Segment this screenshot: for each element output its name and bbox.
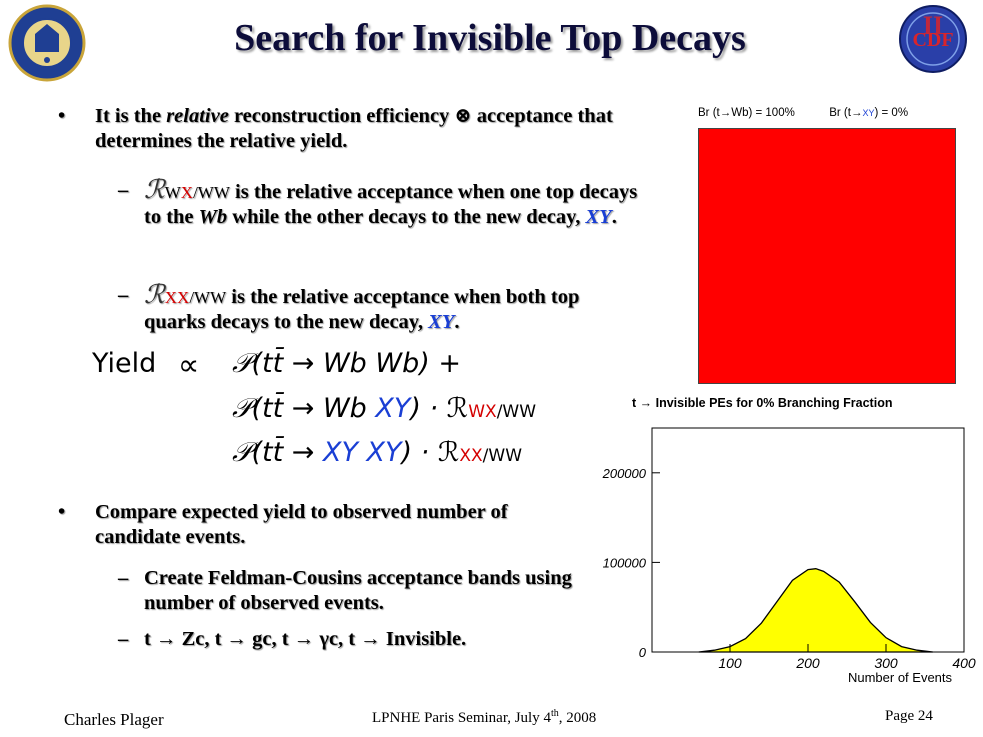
svg-text:CDF: CDF: [912, 29, 953, 51]
equation-line-3-xy: XY XY: [322, 437, 402, 468]
subscript-w: W: [164, 183, 181, 202]
equation-line-2-sub-red: WX: [468, 402, 497, 422]
subscript-x: X: [180, 183, 194, 202]
sub-text: t → Zc, t → gc, t → γc, t → Invisible.: [144, 628, 467, 650]
prob-symbol: 𝒫: [232, 393, 252, 424]
x-tick-label: 200: [795, 655, 820, 671]
bullet-text: It is the relative reconstruction effici…: [95, 104, 625, 154]
equation-line-2-a: (tt̄ → Wb: [251, 393, 376, 424]
sub-dash: –: [118, 284, 129, 306]
footer-seminar-sup: th: [550, 708, 559, 719]
footer-seminar: LPNHE Paris Seminar, July 4th, 2008: [372, 708, 596, 727]
x-ticks: 100 200 300 400: [718, 644, 976, 671]
equation-line-2-c: ) · ℛ: [410, 393, 469, 424]
sub-dash: –: [118, 179, 129, 201]
equation-line-2-xy: XY: [375, 393, 411, 424]
acceptance-plot: [698, 128, 956, 384]
y-tick-label: 200000: [602, 466, 647, 481]
br-wb-label: Br (t→Wb) = 100%: [698, 107, 795, 119]
subscript-ww: /WW: [189, 288, 227, 307]
page-title: Search for Invisible Top Decays: [234, 17, 746, 59]
sub-text-1: is the relative acceptance when both top…: [144, 286, 580, 333]
y-tick-label: 100000: [603, 555, 647, 570]
script-r-symbol: ℛ: [144, 280, 165, 310]
equation-line-3-a: (tt̄ →: [251, 437, 323, 468]
x-tick-label: 400: [952, 655, 976, 671]
proportional-symbol: ∝: [178, 348, 200, 383]
br-xy-label-a: Br (t→: [829, 107, 863, 119]
prob-symbol: 𝒫: [232, 348, 252, 379]
equation-line-3-c: ) · ℛ: [401, 437, 460, 468]
x-axis-label: Number of Events: [848, 670, 953, 685]
footer-seminar-a: LPNHE Paris Seminar, July 4: [372, 710, 551, 726]
y-tick-label: 0: [639, 645, 647, 660]
distribution-area: [698, 568, 933, 653]
pe-histogram: 100 200 300 400 0 100000 200000 Number of Eve…: [602, 427, 976, 685]
x-tick-label: 100: [718, 655, 742, 671]
y-ticks: 0 100000 200000: [602, 466, 660, 660]
sub-text: ℛXX/WW is the relative acceptance when b…: [144, 280, 644, 335]
x-tick-label: 300: [874, 655, 898, 671]
svg-text:II: II: [923, 11, 943, 40]
equation-line-1: 𝒫(tt̄ → Wb Wb) +: [232, 348, 461, 380]
chart-title: t → Invisible PEs for 0% Branching Fract…: [632, 396, 893, 410]
sub-text-1: is the relative acceptance when one top …: [144, 181, 638, 228]
footer-seminar-b: , 2008: [558, 710, 597, 726]
prob-symbol: 𝒫: [232, 437, 252, 468]
bullet-text: Compare expected yield to observed numbe…: [95, 501, 508, 548]
equation-line-3-sub-red: XX: [459, 446, 483, 466]
sub-text-xy: XY: [585, 206, 612, 228]
sub-text-wb: Wb: [198, 206, 228, 228]
sub-dash: –: [118, 567, 129, 589]
equation-line-2: 𝒫(tt̄ → Wb XY) · ℛWX/WW: [232, 393, 536, 425]
footer-author: Charles Plager: [64, 710, 164, 729]
br-xy-label-b: ) = 0%: [874, 107, 909, 119]
bullet-text-italic: relative: [166, 105, 229, 127]
sub-text-end: .: [611, 206, 617, 228]
uc-seal-logo: [8, 4, 86, 82]
cdf-logo: CDF II: [899, 5, 967, 73]
yield-label: Yield: [92, 348, 157, 379]
footer-page: Page 24: [885, 708, 933, 724]
equation-line-1-text: (tt̄ → Wb Wb) +: [251, 348, 461, 379]
bullet-symbol: •: [58, 501, 66, 523]
sub-text: Create Feldman-Cousins acceptance bands …: [144, 567, 572, 614]
sub-text-xy: XY: [428, 311, 455, 333]
sub-text-end: .: [454, 311, 460, 333]
bullet-text-pre: It is the: [95, 105, 167, 127]
subscript-ww: /WW: [193, 183, 230, 202]
equation-line-2-sub: /WW: [496, 402, 537, 422]
branching-ratio-header: Br (t→Wb) = 100% Br (t→XY) = 0%: [698, 107, 908, 119]
sub-text: ℛWX/WW is the relative acceptance when o…: [144, 175, 644, 230]
br-xy-label-xy: XY: [862, 108, 875, 118]
bullet-symbol: •: [58, 105, 66, 127]
subscript-xx: XX: [164, 288, 190, 307]
equation-line-3: 𝒫(tt̄ → XY XY) · ℛXX/WW: [232, 437, 522, 469]
sub-dash: –: [118, 628, 129, 650]
script-r-symbol: ℛ: [144, 175, 165, 205]
sub-text-2: while the other decays to the new decay,: [227, 206, 586, 228]
equation-line-3-sub: /WW: [482, 446, 523, 466]
bullet-text-post: reconstruction efficiency ⊗ acceptance t…: [95, 105, 613, 152]
